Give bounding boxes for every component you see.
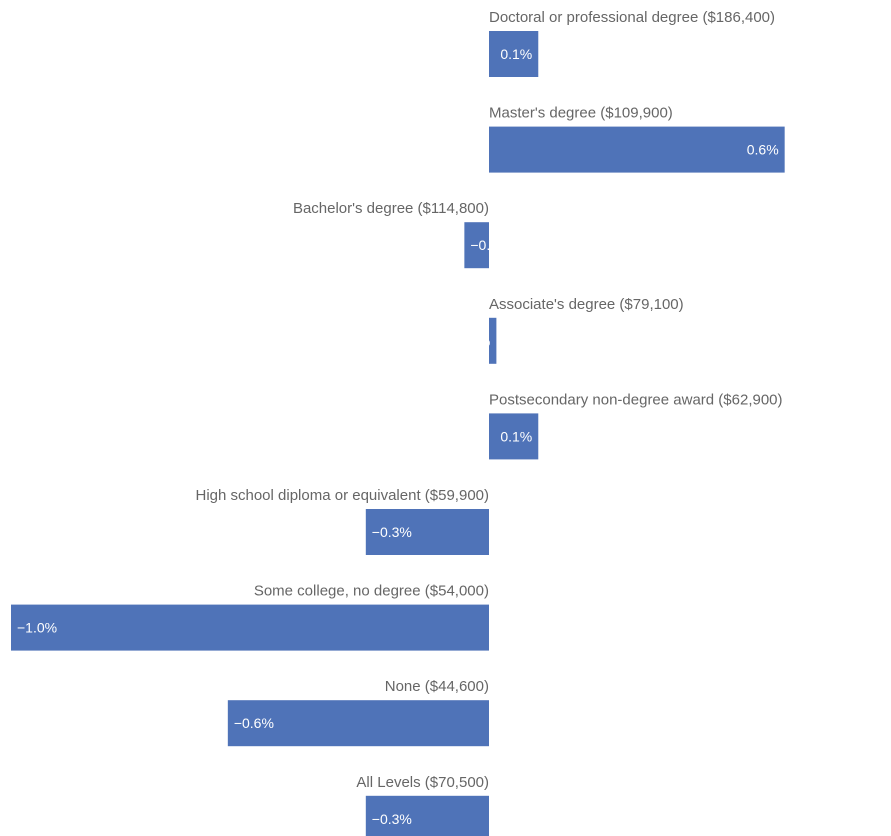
bar-row: None ($44,600) −0.6% — [227, 678, 489, 747]
category-label: Doctoral or professional degree ($186,40… — [489, 9, 775, 26]
bar-row: Bachelor's degree ($114,800) −0.0% — [293, 200, 510, 269]
value-label: −1.0% — [17, 620, 57, 636]
bar — [227, 700, 489, 747]
value-label: 0.1% — [500, 428, 532, 444]
value-label: −0.0% — [470, 237, 510, 253]
category-label: Master's degree ($109,900) — [489, 105, 673, 122]
bar-row: Doctoral or professional degree ($186,40… — [489, 9, 775, 77]
category-label: All Levels ($70,500) — [356, 774, 489, 791]
bar — [489, 31, 539, 77]
bar — [11, 604, 489, 651]
category-label: Bachelor's degree ($114,800) — [293, 200, 489, 217]
value-label: −0.3% — [372, 811, 412, 827]
bar — [464, 222, 489, 269]
bar-row: Some college, no degree ($54,000) −1.0% — [11, 583, 489, 651]
category-label: Some college, no degree ($54,000) — [254, 583, 489, 600]
category-label: None ($44,600) — [385, 678, 489, 695]
category-label: Postsecondary non-degree award ($62,900) — [489, 391, 783, 408]
bar — [489, 413, 539, 460]
bar-row: Postsecondary non-degree award ($62,900)… — [489, 391, 783, 460]
bar — [365, 509, 489, 555]
category-label: Associate's degree ($79,100) — [489, 296, 684, 313]
bar — [489, 317, 497, 364]
value-label: 0.1% — [500, 46, 532, 62]
value-label: −0.6% — [234, 715, 274, 731]
bar-row: High school diploma or equivalent ($59,9… — [195, 487, 489, 555]
bar — [489, 126, 785, 173]
bar-row: Master's degree ($109,900) 0.6% — [489, 105, 785, 173]
category-label: High school diploma or equivalent ($59,9… — [195, 487, 489, 504]
bar-row: All Levels ($70,500) −0.3% — [356, 774, 489, 836]
value-label: 0.0% — [458, 333, 490, 349]
bar-row: Associate's degree ($79,100) 0.0% — [458, 296, 684, 364]
value-label: 0.6% — [747, 142, 779, 158]
bar — [365, 795, 489, 836]
value-label: −0.3% — [372, 524, 412, 540]
